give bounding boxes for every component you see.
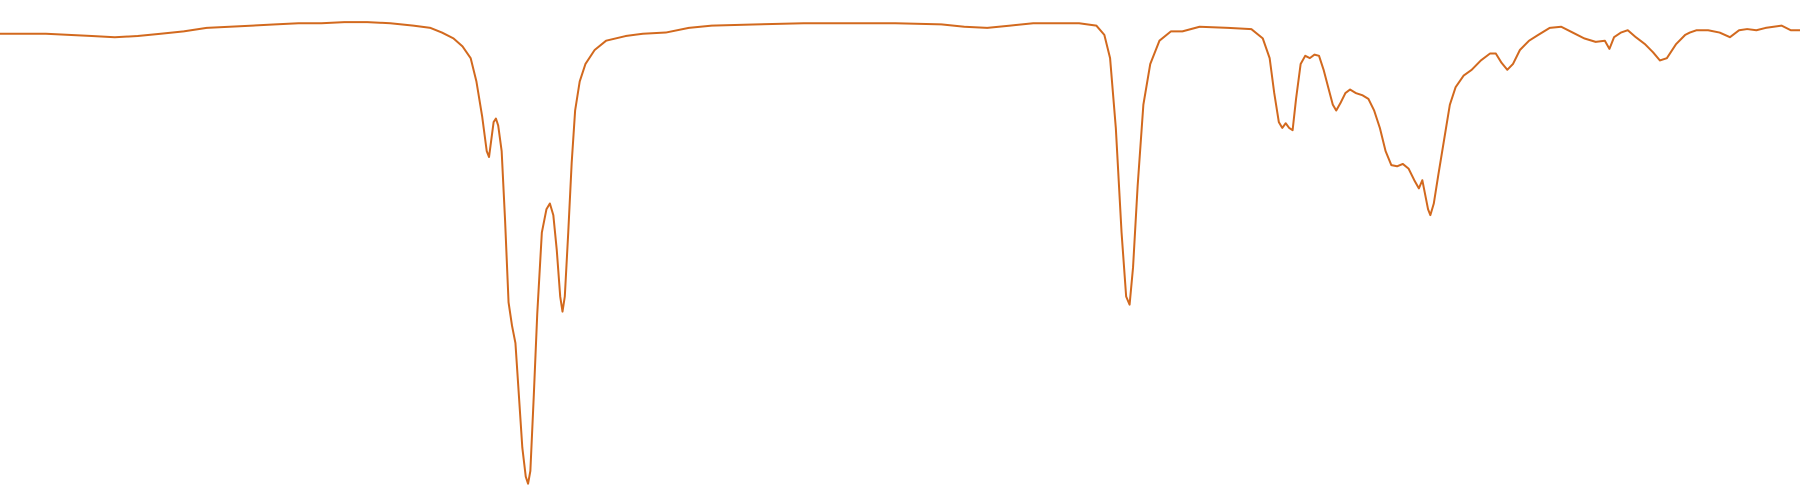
spectrum-line: [0, 21, 1800, 485]
